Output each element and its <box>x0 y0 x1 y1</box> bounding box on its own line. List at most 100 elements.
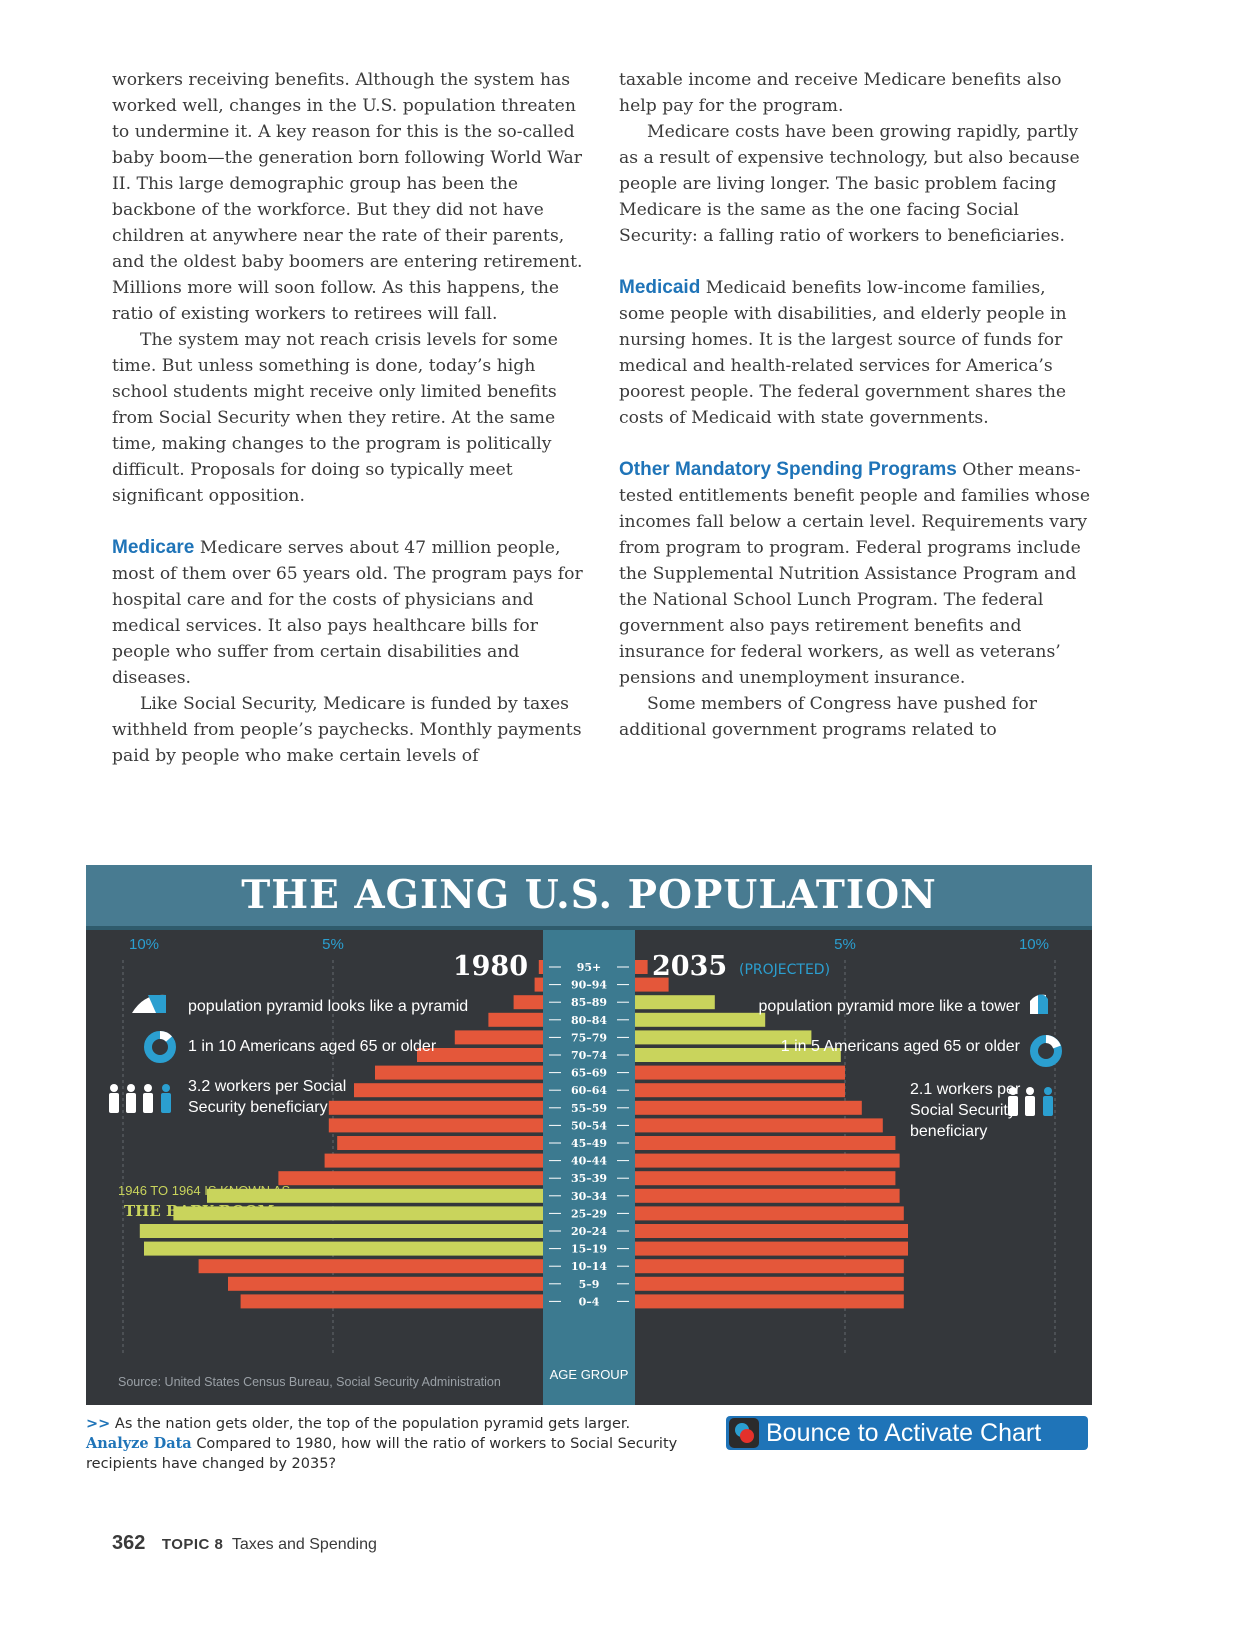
x-tick-label: 5% <box>322 936 344 953</box>
left-text-column: workers receiving benefits. Although the… <box>112 67 584 769</box>
age-group-label: 45–49 <box>571 1137 607 1150</box>
paragraph: taxable income and receive Medicare bene… <box>619 70 1062 116</box>
fact-workers-line2: Security beneficiary <box>188 1099 328 1116</box>
paragraph: Medicaid benefits low-income families, s… <box>619 278 1067 428</box>
x-tick-label: 10% <box>1019 936 1049 953</box>
baby-boom-note: 1946 TO 1964 IS KNOWN AS <box>118 1183 291 1198</box>
bar-2035 <box>635 960 648 974</box>
paragraph: Medicare serves about 47 million people,… <box>112 538 583 688</box>
right-text-column: taxable income and receive Medicare bene… <box>619 67 1091 743</box>
bar-1980 <box>228 1276 543 1291</box>
bar-1980 <box>139 1224 544 1238</box>
age-group-label: 10–14 <box>571 1260 607 1273</box>
other-programs-section: Other Mandatory Spending Programs Other … <box>619 457 1091 691</box>
projected-note: (PROJECTED) <box>739 962 830 978</box>
topic-tag: TOPIC 8 <box>161 1536 224 1553</box>
bar-2035 <box>635 1188 900 1203</box>
age-group-label: 25–29 <box>571 1207 607 1220</box>
age-group-label: 60–64 <box>571 1084 607 1097</box>
bar-2035 <box>635 1065 845 1080</box>
fact-one-in-ten: 1 in 10 Americans aged 65 or older <box>188 1038 437 1055</box>
year-1980-label: 1980 <box>453 951 528 982</box>
fact-workers-2035-line2: Social Security <box>910 1102 1016 1119</box>
paragraph: Some members of Congress have pushed for… <box>619 694 1037 740</box>
age-group-label: 35–39 <box>571 1172 607 1185</box>
infographic-title: THE AGING U.S. POPULATION <box>241 872 937 918</box>
medicaid-section: Medicaid Medicaid benefits low-income fa… <box>619 275 1091 431</box>
bar-2035 <box>635 1259 904 1274</box>
bar-2035 <box>635 1048 841 1062</box>
bar-1980 <box>328 1118 543 1133</box>
bounce-button-label: Bounce to Activate Chart <box>766 1419 1042 1447</box>
one-in-ten-slice <box>159 1030 172 1042</box>
age-group-axis-label: AGE GROUP <box>550 1367 629 1382</box>
fact-workers-2035-line3: beneficiary <box>910 1123 987 1140</box>
age-group-label: 70–74 <box>571 1049 607 1062</box>
age-group-label: 90–94 <box>571 979 607 992</box>
bar-1980 <box>337 1136 543 1150</box>
bar-2035 <box>635 977 669 992</box>
age-group-label: 65–69 <box>571 1067 607 1080</box>
age-group-label: 80–84 <box>571 1014 607 1027</box>
page-number: 362 <box>112 1532 146 1554</box>
aging-population-infographic: THE AGING U.S. POPULATION 10% 5% 5% 10% 95+ 9… <box>86 865 1092 1405</box>
pyramid-icon-tip <box>148 995 166 1013</box>
medicare-heading: Medicare <box>112 537 195 558</box>
workers-icon-2035 <box>1008 1087 1053 1116</box>
paragraph: Like Social Security, Medicare is funded… <box>112 694 582 766</box>
year-2035-label: 2035 <box>652 951 727 982</box>
bar-1980 <box>538 960 543 974</box>
age-group-spine <box>543 930 635 1405</box>
chart-source: Source: United States Census Bureau, Soc… <box>118 1375 501 1389</box>
caption-arrow: >> <box>86 1416 111 1432</box>
bar-2035 <box>635 1100 862 1115</box>
bar-1980 <box>324 1153 543 1168</box>
analyze-data-label: Analyze Data <box>86 1435 192 1452</box>
bar-2035 <box>635 1118 883 1133</box>
bar-1980 <box>417 1048 543 1062</box>
paragraph: Medicare costs have been growing rapidly… <box>619 122 1080 246</box>
fact-one-in-five: 1 in 5 Americans aged 65 or older <box>781 1038 1021 1055</box>
bar-1980 <box>488 1012 543 1027</box>
bar-2035 <box>635 1206 904 1221</box>
medicaid-heading: Medicaid <box>619 277 701 298</box>
age-group-label: 85–89 <box>571 996 607 1009</box>
age-group-label: 15–19 <box>571 1243 607 1256</box>
bar-1980 <box>328 1100 543 1115</box>
bar-1980 <box>375 1065 543 1080</box>
age-group-label: 40–44 <box>571 1155 607 1168</box>
x-tick-label: 10% <box>129 936 159 953</box>
bar-1980 <box>173 1206 543 1221</box>
bar-1980 <box>534 977 543 992</box>
other-programs-heading: Other Mandatory Spending Programs <box>619 459 957 480</box>
fact-tower: population pyramid more like a tower <box>759 998 1021 1015</box>
bounce-activate-chart-button[interactable]: Bounce to Activate Chart <box>726 1416 1088 1450</box>
fact-workers-2035-line1: 2.1 workers per <box>910 1081 1021 1098</box>
paragraph: Other means-tested entitlements benefit … <box>619 460 1091 688</box>
bar-2035 <box>635 1294 904 1309</box>
age-group-label: 0–4 <box>579 1295 600 1308</box>
bounce-icon <box>729 1418 759 1448</box>
analyze-question: Compared to 1980, how will the ratio of … <box>86 1436 678 1472</box>
bar-2035 <box>635 1276 904 1291</box>
paragraph: workers receiving benefits. Although the… <box>112 70 583 324</box>
age-group-label: 75–79 <box>571 1031 607 1044</box>
population-pyramid-chart: 10% 5% 5% 10% 95+ 90–94 85–89 80–84 75–79 70–74 65… <box>109 930 1062 1405</box>
bar-1980 <box>198 1259 543 1274</box>
baby-boom-heading: THE BABY BOOM. <box>124 1202 280 1220</box>
bar-2035 <box>635 1012 766 1027</box>
one-in-five-slice <box>1045 1035 1061 1049</box>
bar-2035 <box>635 1171 896 1186</box>
bar-1980 <box>207 1188 543 1203</box>
bar-2035 <box>635 1241 908 1256</box>
age-group-label: 20–24 <box>571 1225 607 1238</box>
caption-text: As the nation gets older, the top of the… <box>114 1416 631 1432</box>
topic-title: Taxes and Spending <box>231 1536 377 1553</box>
bar-2035 <box>635 995 715 1010</box>
workers-icon <box>109 1084 171 1113</box>
x-tick-label: 5% <box>834 936 856 953</box>
bar-2035 <box>635 1083 845 1098</box>
bar-2035 <box>635 1224 908 1238</box>
tower-icon-top <box>1038 994 1048 1014</box>
paragraph: The system may not reach crisis levels f… <box>112 330 558 506</box>
